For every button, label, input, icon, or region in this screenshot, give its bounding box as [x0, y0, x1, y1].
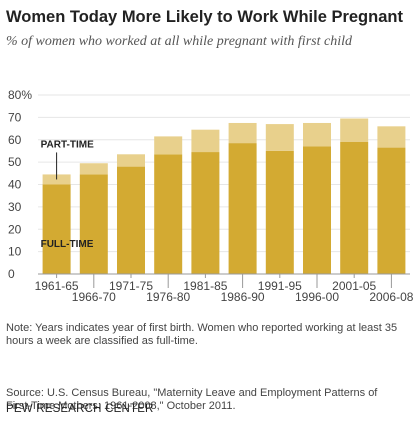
bar-full-time — [117, 166, 145, 274]
y-tick-label: 50 — [8, 155, 22, 169]
x-tick-label: 1966-70 — [72, 290, 116, 304]
bar-full-time — [265, 150, 294, 274]
note-line-2: hours a week are classified as full-time… — [6, 335, 198, 348]
stacked-bar-chart: 01020304050607080%1961-651966-701971-751… — [8, 88, 414, 304]
bar-part-time — [191, 129, 220, 153]
chart-title: Women Today More Likely to Work While Pr… — [6, 8, 403, 26]
chart-source: Source: U.S. Census Bureau, "Maternity L… — [6, 387, 411, 413]
bar-full-time — [377, 147, 406, 274]
bar-part-time — [340, 118, 369, 142]
bar-full-time — [154, 154, 183, 274]
x-tick-label: 2006-08 — [369, 290, 413, 304]
y-tick-label: 60 — [8, 133, 22, 147]
x-tick-label: 1981-85 — [183, 279, 227, 293]
bar-part-time — [117, 154, 145, 167]
x-tick-label: 1986-90 — [221, 290, 265, 304]
source-line-2: First-Time Mothers: 1961-2008," October … — [6, 400, 236, 413]
note-line-1: Note: Years indicates year of first birt… — [6, 322, 398, 334]
pew-credit: PEW RESEARCH CENTER — [6, 403, 154, 415]
bar-part-time — [265, 124, 294, 151]
bar-full-time — [79, 174, 108, 274]
bar-full-time — [340, 141, 369, 274]
bar-part-time — [303, 122, 331, 147]
x-tick-label: 1976-80 — [146, 290, 190, 304]
y-tick-label: 20 — [8, 222, 22, 236]
bar-part-time — [377, 126, 406, 148]
bar-full-time — [228, 143, 257, 274]
bar-part-time — [79, 163, 108, 175]
full-time-label: FULL-TIME — [41, 239, 94, 250]
bar-full-time — [191, 152, 220, 274]
y-tick-label: 0 — [8, 267, 15, 281]
chart-note: Note: Years indicates year of first birt… — [6, 322, 411, 348]
x-tick-label: 1991-95 — [258, 279, 302, 293]
bar-part-time — [154, 136, 183, 155]
y-tick-label: 40 — [8, 178, 22, 192]
bar-part-time — [228, 122, 257, 144]
y-tick-label: 70 — [8, 110, 22, 124]
y-tick-label: 80% — [8, 88, 32, 102]
x-tick-label: 1971-75 — [109, 279, 153, 293]
part-time-label: PART-TIME — [41, 139, 94, 150]
y-tick-label: 10 — [8, 245, 22, 259]
x-tick-label: 1961-65 — [35, 279, 79, 293]
bar-full-time — [303, 146, 331, 274]
chart-subtitle: % of women who worked at all while pregn… — [6, 34, 352, 49]
x-tick-label: 2001-05 — [332, 279, 376, 293]
x-tick-label: 1996-00 — [295, 290, 339, 304]
bar-full-time — [42, 184, 71, 274]
y-tick-label: 30 — [8, 200, 22, 214]
source-line-1: Source: U.S. Census Bureau, "Maternity L… — [6, 387, 378, 399]
